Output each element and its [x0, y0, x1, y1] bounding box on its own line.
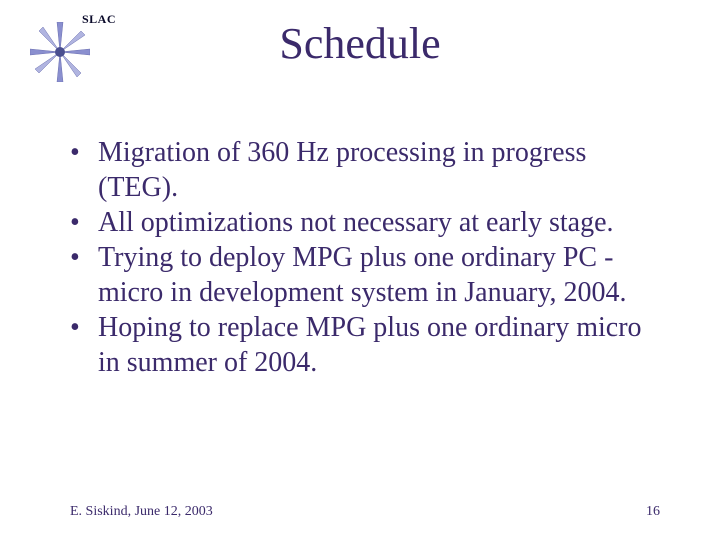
- bullet-text: Hoping to replace MPG plus one ordinary …: [98, 310, 660, 380]
- footer-author-date: E. Siskind, June 12, 2003: [70, 504, 213, 520]
- bullet-text: All optimizations not necessary at early…: [98, 205, 660, 240]
- slide-title: Schedule: [0, 18, 720, 69]
- bullet-marker: •: [70, 310, 98, 345]
- bullet-item: • Migration of 360 Hz processing in prog…: [70, 135, 660, 205]
- bullet-marker: •: [70, 135, 98, 170]
- bullet-item: • All optimizations not necessary at ear…: [70, 205, 660, 240]
- bullet-list: • Migration of 360 Hz processing in prog…: [70, 135, 660, 380]
- bullet-marker: •: [70, 205, 98, 240]
- bullet-item: • Trying to deploy MPG plus one ordinary…: [70, 240, 660, 310]
- bullet-item: • Hoping to replace MPG plus one ordinar…: [70, 310, 660, 380]
- bullet-text: Trying to deploy MPG plus one ordinary P…: [98, 240, 660, 310]
- bullet-text: Migration of 360 Hz processing in progre…: [98, 135, 660, 205]
- bullet-marker: •: [70, 240, 98, 275]
- footer-page-number: 16: [646, 504, 660, 520]
- slide: SLAC Schedule • Migration of 360 Hz proc…: [0, 0, 720, 540]
